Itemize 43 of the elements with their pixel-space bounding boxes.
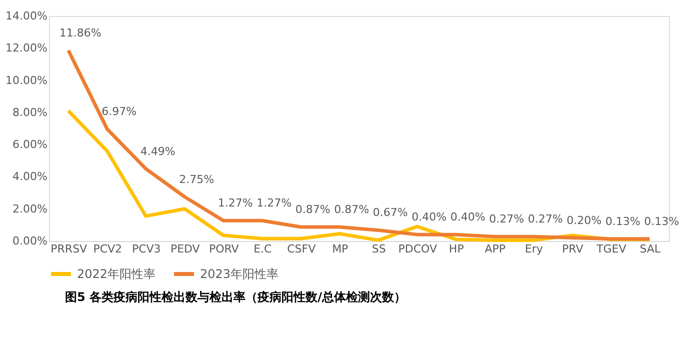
- x-tick-label: TGEV: [596, 242, 627, 256]
- data-label: 0.27%: [528, 212, 563, 226]
- x-tick-label: PRRSV: [50, 242, 88, 256]
- caption: 图5 各类疫病阳性检出数与检出率（疫病阳性数/总体检测次数）: [65, 290, 406, 304]
- x-tick-label: E.C: [254, 242, 272, 256]
- legend-label: 2022年阳性率: [77, 267, 156, 281]
- legend-label: 2023年阳性率: [200, 267, 279, 281]
- x-tick-label: PDCOV: [398, 242, 438, 256]
- y-tick-label: 8.00%: [12, 106, 48, 119]
- data-label: 0.87%: [334, 203, 370, 216]
- data-label: 0.87%: [295, 203, 330, 216]
- data-label: 0.27%: [489, 212, 524, 226]
- data-label: 0.20%: [566, 214, 602, 227]
- y-tick-label: 14.00%: [6, 10, 48, 22]
- x-tick-label: PEDV: [170, 242, 200, 256]
- x-tick-label: HP: [448, 242, 464, 256]
- data-label: 0.40%: [450, 210, 486, 224]
- y-tick-label: 12.00%: [6, 42, 48, 55]
- data-label: 11.86%: [59, 26, 102, 40]
- data-label: 1.27%: [218, 196, 253, 210]
- data-label: 0.13%: [605, 214, 640, 228]
- y-tick-label: 0.00%: [12, 234, 48, 248]
- x-tick-label: PCV2: [93, 242, 122, 256]
- x-tick-label: APP: [484, 242, 506, 256]
- data-label: 0.13%: [644, 214, 680, 228]
- x-tick-label: PCV3: [132, 242, 161, 256]
- y-tick-label: 6.00%: [12, 138, 48, 152]
- data-label: 0.40%: [412, 210, 447, 224]
- x-tick-label: Ery: [524, 242, 544, 256]
- x-tick-label: CSFV: [287, 242, 316, 256]
- y-tick-label: 2.00%: [12, 202, 48, 216]
- data-label: 2.75%: [179, 172, 214, 186]
- y-tick-label: 4.00%: [12, 170, 48, 184]
- data-label: 0.67%: [372, 206, 408, 220]
- x-tick-label: PORV: [208, 242, 240, 256]
- data-label: 4.49%: [140, 144, 176, 158]
- y-tick-label: 10.00%: [6, 74, 48, 87]
- x-tick-label: PRV: [562, 242, 584, 256]
- x-tick-label: SAL: [640, 242, 662, 256]
- data-label: 1.27%: [256, 196, 292, 210]
- x-tick-label: MP: [332, 242, 349, 256]
- x-tick-label: SS: [372, 242, 386, 256]
- data-label: 6.97%: [102, 104, 137, 118]
